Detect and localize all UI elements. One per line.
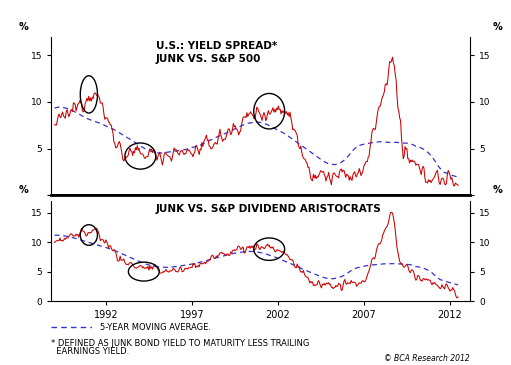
Text: EARNINGS YIELD.: EARNINGS YIELD. xyxy=(51,347,129,357)
Text: %: % xyxy=(493,185,502,195)
Text: * DEFINED AS JUNK BOND YIELD TO MATURITY LESS TRAILING: * DEFINED AS JUNK BOND YIELD TO MATURITY… xyxy=(51,339,310,348)
Text: 5-YEAR MOVING AVERAGE.: 5-YEAR MOVING AVERAGE. xyxy=(100,323,211,332)
Text: © BCA Research 2012: © BCA Research 2012 xyxy=(384,354,470,362)
Text: %: % xyxy=(19,185,29,195)
Text: %: % xyxy=(493,22,502,32)
Text: U.S.: YIELD SPREAD*
JUNK VS. S&P 500: U.S.: YIELD SPREAD* JUNK VS. S&P 500 xyxy=(156,41,277,64)
Text: %: % xyxy=(19,22,29,32)
Text: JUNK VS. S&P DIVIDEND ARISTOCRATS: JUNK VS. S&P DIVIDEND ARISTOCRATS xyxy=(156,204,382,214)
